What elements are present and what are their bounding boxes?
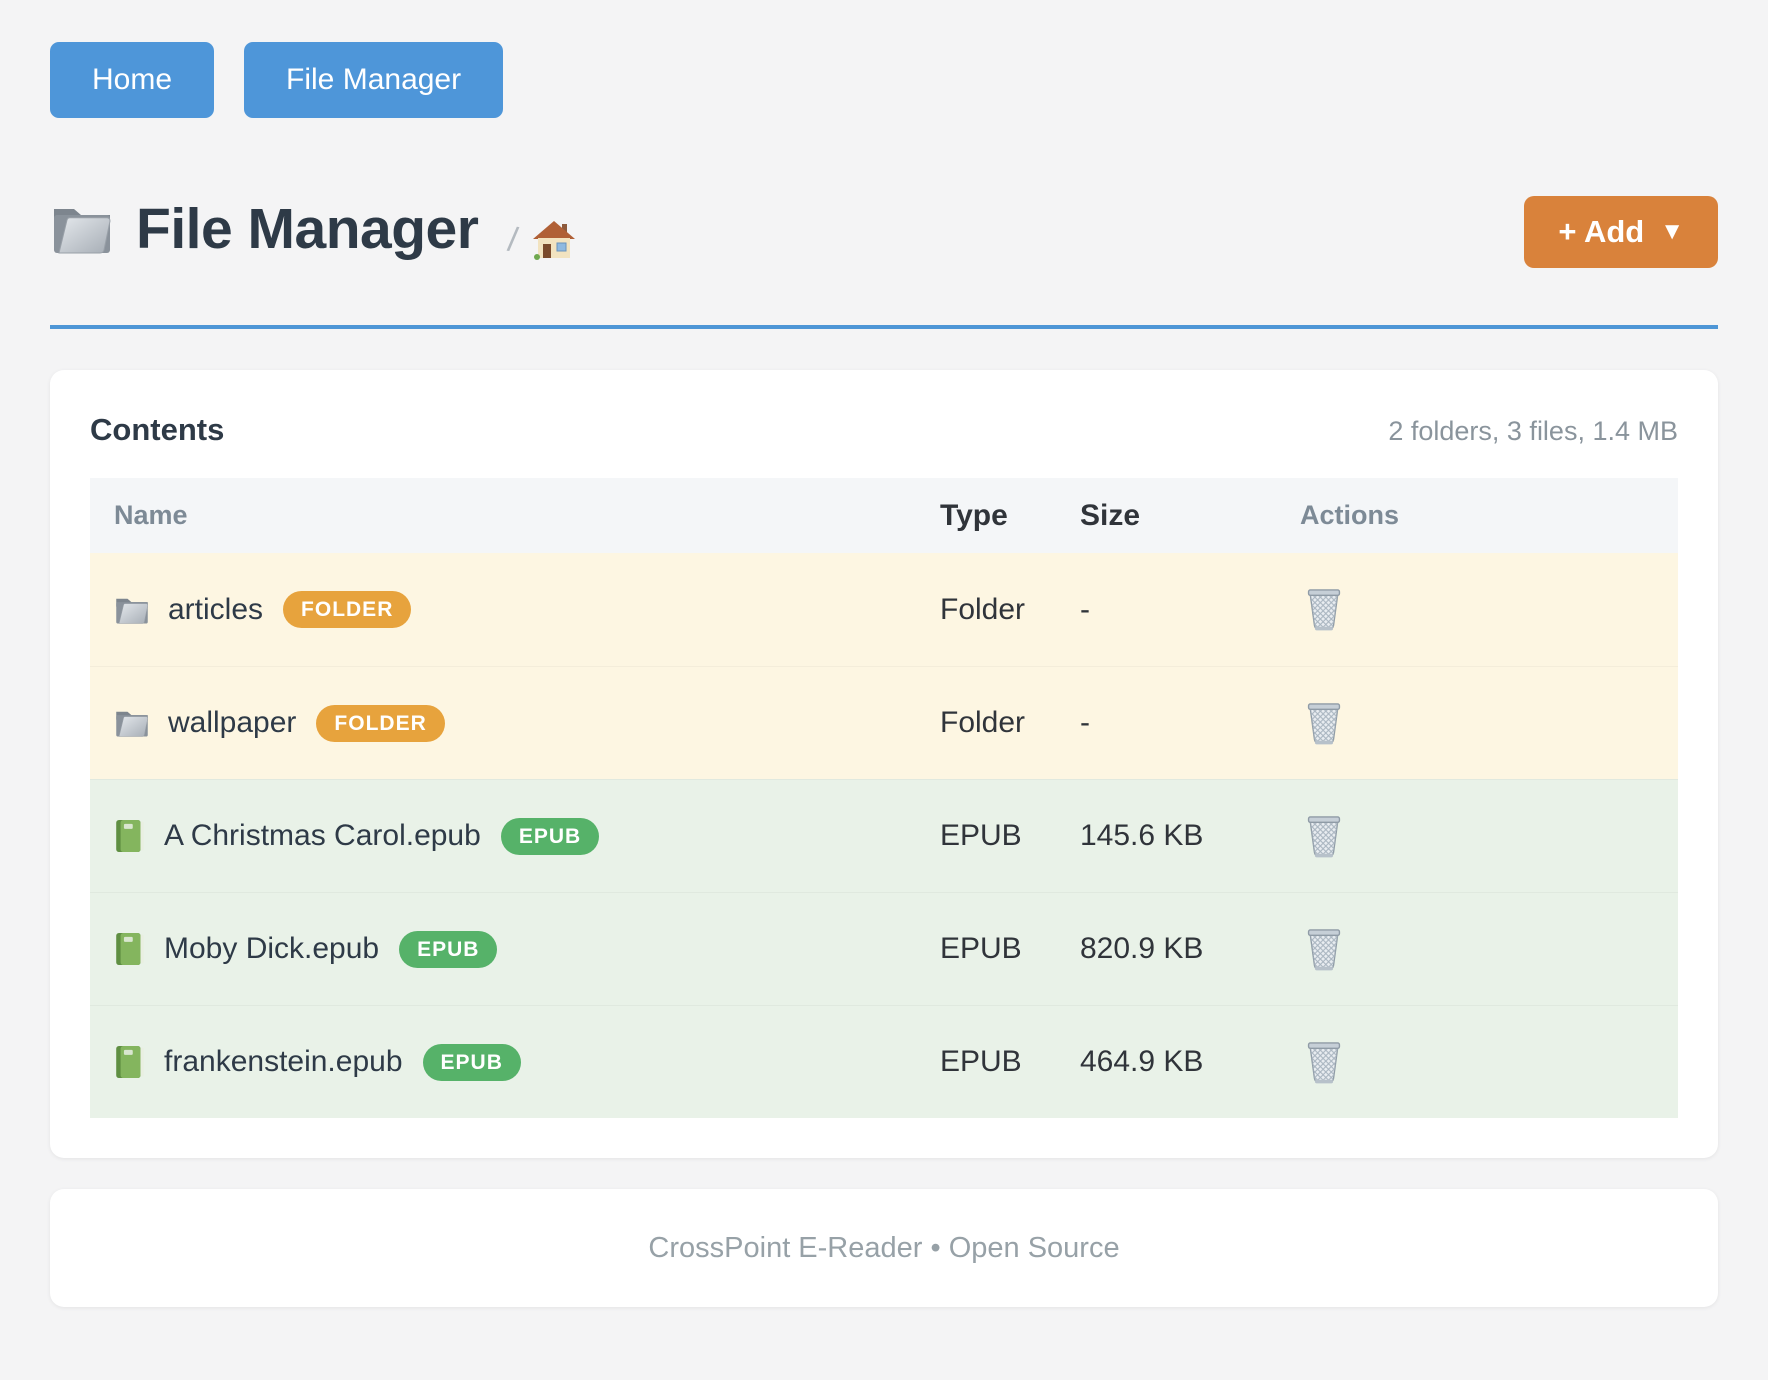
table-row[interactable]: frankenstein.epub EPUB EPUB 464.9 KB: [90, 1005, 1678, 1118]
trash-icon: [1307, 589, 1341, 631]
file-type: EPUB: [940, 819, 1022, 852]
file-manager-button[interactable]: File Manager: [244, 42, 504, 118]
actions-cell: [1290, 582, 1678, 637]
trash-icon: [1307, 928, 1341, 970]
file-type: Folder: [940, 592, 1026, 626]
file-size: 464.9 KB: [1080, 1045, 1204, 1078]
file-badge: FOLDER: [283, 591, 412, 628]
name-cell: A Christmas Carol.epub EPUB: [90, 817, 940, 855]
title-group: File Manager /: [50, 196, 576, 262]
page-header: File Manager / + Add ▼: [50, 190, 1718, 268]
title-divider: [50, 325, 1718, 329]
breadcrumb-separator: /: [505, 220, 521, 259]
caret-down-icon: ▼: [1660, 218, 1684, 245]
file-badge: EPUB: [422, 1043, 521, 1081]
table-row[interactable]: wallpaper FOLDER Folder -: [90, 666, 1678, 779]
file-name[interactable]: articles: [168, 592, 264, 626]
name-cell: Moby Dick.epub EPUB: [90, 930, 940, 968]
delete-button[interactable]: [1300, 809, 1348, 863]
trash-icon: [1307, 702, 1341, 744]
file-name[interactable]: Moby Dick.epub: [164, 932, 380, 965]
column-header-size: Size: [1080, 498, 1141, 532]
file-badge: EPUB: [500, 817, 600, 855]
name-cell: articles FOLDER: [90, 591, 940, 628]
footer-text: CrossPoint E-Reader • Open Source: [648, 1231, 1120, 1264]
file-name[interactable]: A Christmas Carol.epub: [164, 819, 481, 852]
trash-icon: [1307, 1041, 1341, 1083]
table-header-row: Name Type Size Actions: [90, 478, 1678, 553]
breadcrumb: /: [505, 220, 576, 260]
column-header-type: Type: [940, 498, 1008, 532]
contents-card: Contents 2 folders, 3 files, 1.4 MB Name…: [50, 370, 1718, 1158]
trash-icon: [1307, 815, 1341, 857]
file-badge: EPUB: [399, 930, 498, 968]
delete-button[interactable]: [1300, 922, 1348, 976]
home-button[interactable]: Home: [50, 42, 215, 118]
column-header-actions: Actions: [1300, 500, 1400, 530]
file-size: -: [1080, 592, 1090, 626]
book-icon: [116, 820, 144, 852]
add-button[interactable]: + Add ▼: [1524, 196, 1718, 268]
file-manager-page: Home File Manager File Manager /: [50, 42, 1718, 1307]
delete-button[interactable]: [1300, 696, 1348, 750]
card-header: Contents 2 folders, 3 files, 1.4 MB: [90, 412, 1678, 448]
footer: CrossPoint E-Reader • Open Source: [50, 1189, 1718, 1307]
page-title: File Manager: [136, 197, 479, 261]
home-icon[interactable]: [532, 220, 576, 260]
actions-cell: [1290, 696, 1678, 751]
file-table-body: articles FOLDER Folder -: [90, 553, 1678, 1118]
add-button-label: + Add: [1558, 214, 1645, 249]
contents-summary: 2 folders, 3 files, 1.4 MB: [1388, 416, 1678, 446]
file-table: Name Type Size Actions articles FOLDER F…: [90, 478, 1678, 1118]
file-type: EPUB: [940, 932, 1022, 965]
file-name[interactable]: frankenstein.epub: [164, 1045, 403, 1078]
delete-button[interactable]: [1300, 582, 1348, 636]
table-row[interactable]: A Christmas Carol.epub EPUB EPUB 145.6 K…: [90, 779, 1678, 892]
file-type: Folder: [940, 706, 1026, 739]
file-type: EPUB: [940, 1045, 1022, 1078]
name-cell: wallpaper FOLDER: [90, 704, 940, 742]
actions-cell: [1290, 922, 1678, 977]
delete-button[interactable]: [1300, 1035, 1348, 1089]
file-size: -: [1080, 706, 1090, 739]
file-badge: FOLDER: [316, 704, 445, 742]
file-size: 145.6 KB: [1080, 819, 1204, 852]
name-cell: frankenstein.epub EPUB: [90, 1043, 940, 1081]
file-size: 820.9 KB: [1080, 932, 1204, 965]
book-icon: [116, 933, 144, 965]
folder-icon: [54, 209, 111, 254]
column-header-name: Name: [114, 500, 188, 530]
top-nav: Home File Manager: [50, 42, 1718, 118]
actions-cell: [1290, 1035, 1678, 1090]
file-name[interactable]: wallpaper: [168, 706, 297, 739]
table-row[interactable]: articles FOLDER Folder -: [90, 553, 1678, 666]
table-row[interactable]: Moby Dick.epub EPUB EPUB 820.9 KB: [90, 892, 1678, 1005]
folder-icon: [116, 711, 149, 737]
card-title: Contents: [90, 412, 225, 447]
folder-icon: [116, 598, 149, 624]
book-icon: [116, 1046, 144, 1078]
actions-cell: [1290, 809, 1678, 864]
